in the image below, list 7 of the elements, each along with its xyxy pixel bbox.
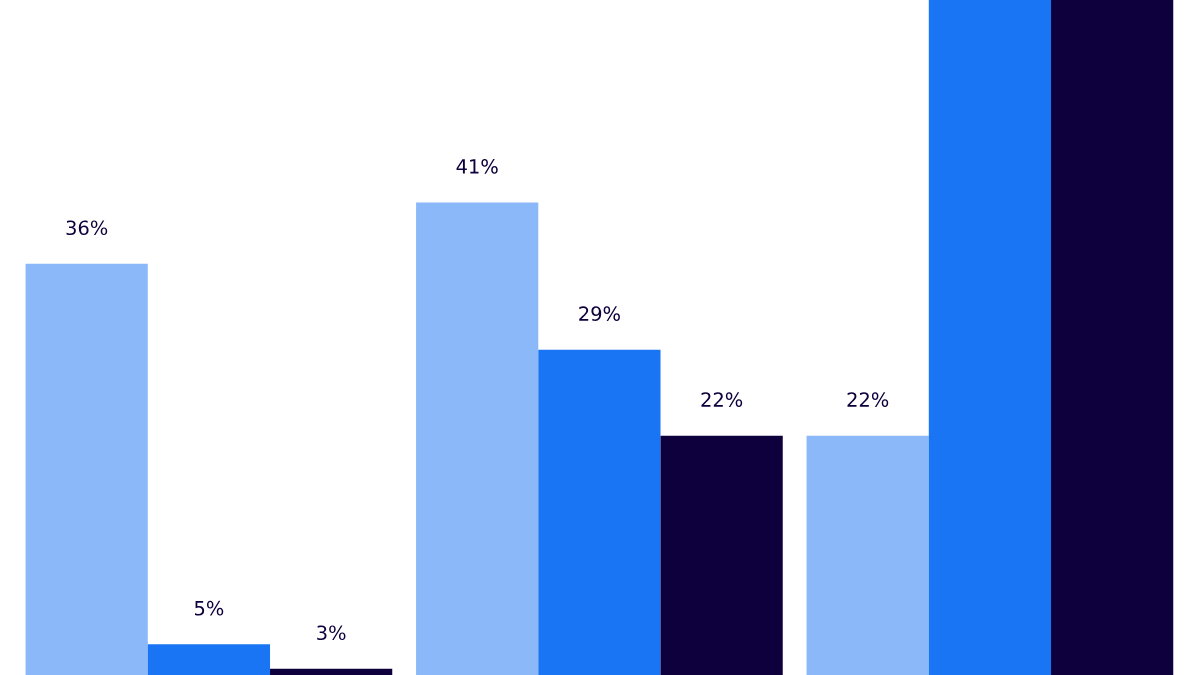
data-label: 41% bbox=[456, 159, 498, 174]
data-label: 36% bbox=[66, 220, 108, 236]
data-label: 5% bbox=[194, 600, 224, 616]
data-label: 22% bbox=[701, 392, 743, 407]
data-label: 29% bbox=[579, 306, 620, 322]
data-label: 22% bbox=[847, 392, 889, 407]
data-label: 3% bbox=[317, 625, 346, 641]
